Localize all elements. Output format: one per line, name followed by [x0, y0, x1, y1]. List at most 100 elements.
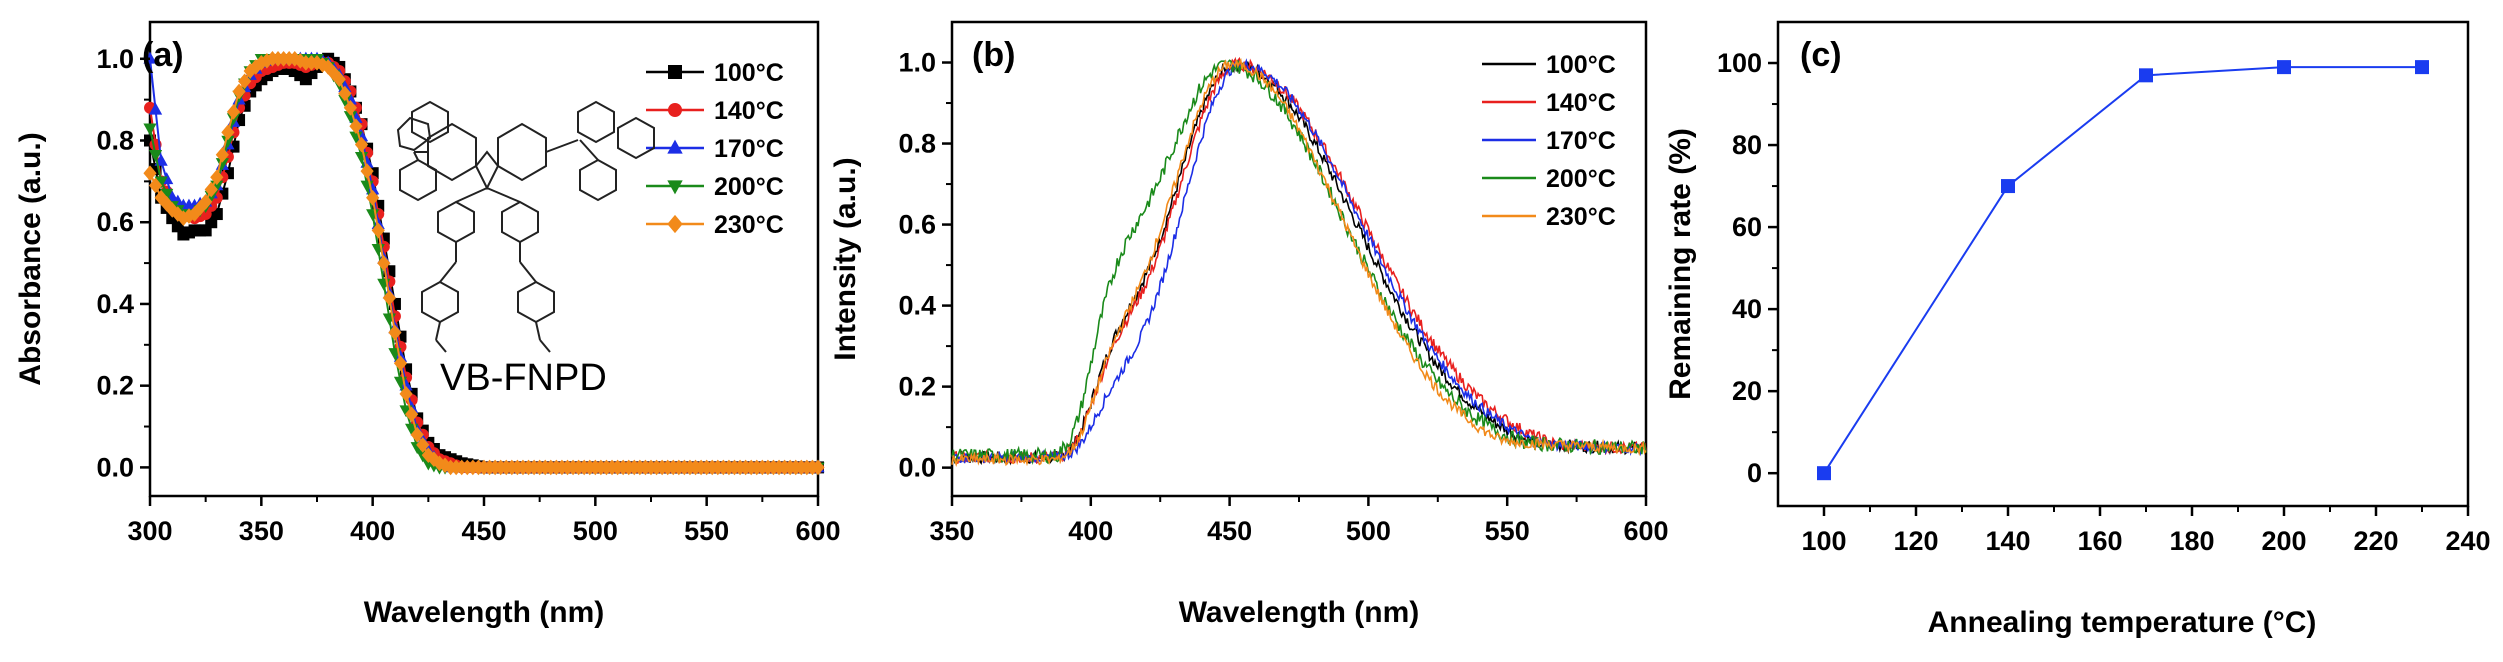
y-tick-label: 1.0 [898, 48, 936, 78]
x-ticks-b: 350 400 450 500 550 600 [929, 496, 1669, 546]
y-tick-label: 100 [1717, 48, 1762, 78]
data-point-diamond [354, 136, 369, 153]
legend-label: 200°C [714, 173, 784, 201]
y-ticks-a: 0.0 0.2 0.4 0.6 0.8 1.0 [96, 44, 150, 482]
y-tick-label: 0.4 [898, 291, 936, 321]
y-tick-label: 0.6 [96, 207, 134, 237]
data-point-diamond [182, 208, 196, 224]
x-tick-label: 350 [929, 516, 974, 546]
data-point-c [2001, 179, 2015, 194]
series-group-a [143, 50, 825, 476]
x-tick-label: 450 [1207, 516, 1252, 546]
x-tick-label: 180 [2169, 526, 2214, 556]
y-tick-label: 0.0 [96, 452, 134, 482]
data-point-diamond [360, 163, 374, 179]
y-tick-label: 0.0 [898, 453, 936, 483]
data-point-diamond [243, 63, 257, 79]
legend-label: 140°C [714, 97, 784, 125]
y-tick-label: 0.4 [96, 289, 134, 319]
y-tick-label: 1.0 [96, 44, 134, 74]
data-point-diamond [321, 59, 335, 75]
data-point-diamond [811, 459, 825, 476]
data-point-diamond [393, 355, 408, 371]
y-tick-label: 0.8 [96, 126, 134, 156]
data-point-diamond [399, 386, 413, 402]
data-point-triangle-down [215, 158, 229, 171]
molecule-bond [413, 151, 419, 161]
y-tick-label: 0.6 [898, 210, 936, 240]
x-tick-label: 600 [1623, 516, 1668, 546]
x-ticks-a: 300 350 400 450 500 550 600 [127, 496, 841, 546]
molecule-bond [439, 261, 457, 283]
data-point-diamond [154, 189, 168, 206]
molecule-bond [486, 187, 521, 203]
molecule-bond [519, 261, 537, 283]
molecule-ring [474, 150, 500, 191]
x-tick-label: 500 [1346, 516, 1391, 546]
y-tick-label: 0.2 [96, 371, 134, 401]
molecule-ring [399, 158, 437, 202]
data-point-triangle-down [221, 135, 235, 148]
molecule-bond [579, 139, 599, 161]
data-point-diamond [371, 222, 385, 239]
molecule-ring [501, 200, 539, 244]
data-point-diamond [210, 169, 224, 186]
y-tick-label: 0 [1747, 458, 1762, 488]
data-point-square [668, 65, 682, 79]
legend-b: 100°C 140°C 170°C 200°C 230°C [1482, 51, 1616, 231]
x-axis-title-c: Annealing temperature (°C) [1928, 606, 2317, 639]
molecule-structure-diagram [396, 100, 655, 353]
data-point-diamond [238, 73, 252, 90]
x-tick-label: 450 [461, 516, 506, 546]
data-point-triangle-down [160, 188, 174, 201]
data-point-diamond [416, 437, 430, 453]
data-point-diamond [260, 53, 274, 69]
data-point-triangle-up [366, 182, 380, 195]
y-axis-title-c: Remaining rate (%) [1664, 128, 1697, 400]
molecule-bond [455, 187, 488, 203]
data-point-triangle-up [349, 110, 363, 123]
data-point-diamond [148, 177, 163, 194]
data-point-diamond [410, 426, 424, 443]
data-point-diamond [382, 290, 396, 306]
data-point-triangle-down [343, 111, 357, 124]
data-point-triangle-down [354, 152, 369, 165]
data-point-triangle-down [154, 176, 168, 189]
molecule-bond [535, 321, 541, 341]
y-tick-label: 60 [1732, 212, 1762, 242]
molecule-bond [539, 339, 551, 353]
data-point-diamond [215, 147, 229, 163]
data-point-diamond [427, 451, 441, 468]
molecule-ring [517, 280, 555, 324]
data-point-diamond [199, 193, 213, 210]
data-point-triangle-down [143, 123, 157, 136]
molecule-ring [617, 116, 655, 160]
series-group-b [951, 56, 1647, 467]
data-point-circle [668, 103, 682, 117]
data-point-diamond [249, 59, 263, 75]
y-tick-label: 80 [1732, 130, 1762, 160]
x-tick-label: 300 [127, 516, 172, 546]
legend-label: 100°C [714, 59, 784, 87]
molecule-ring [497, 122, 547, 182]
x-axis-title-a: Wavelength (nm) [364, 596, 605, 629]
data-point-triangle-down [667, 180, 683, 195]
data-point-diamond [667, 214, 683, 234]
molecule-ring [411, 100, 449, 144]
legend-label: 200°C [1546, 165, 1616, 193]
data-point-diamond [338, 85, 352, 102]
data-point-c [2277, 60, 2291, 75]
data-point-c [2415, 60, 2429, 75]
data-point-diamond [332, 71, 346, 88]
data-point-diamond [349, 118, 363, 134]
data-point-diamond [226, 104, 241, 120]
y-tick-label: 0.8 [898, 129, 936, 159]
molecule-ring [579, 158, 617, 202]
series-group-c [1817, 60, 2429, 481]
x-tick-label: 550 [684, 516, 729, 546]
molecule-bond [435, 321, 441, 341]
x-tick-label: 160 [2077, 526, 2122, 556]
legend-label: 140°C [1546, 89, 1616, 117]
x-tick-label: 400 [350, 516, 395, 546]
data-point-diamond [405, 406, 419, 423]
